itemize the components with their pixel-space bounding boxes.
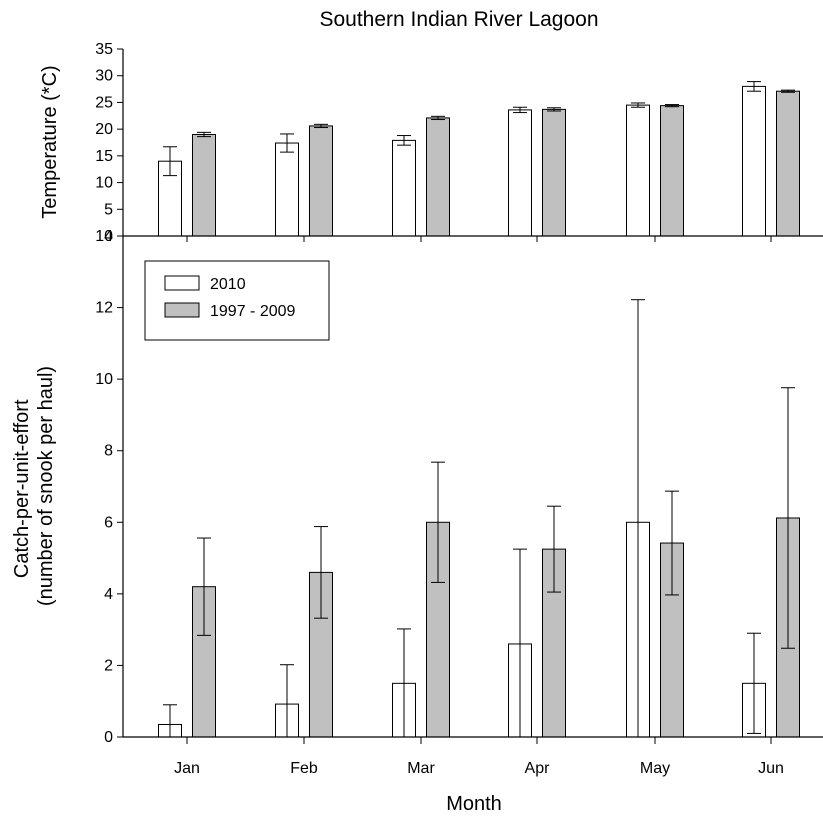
- cpue-y-tick-label: 8: [104, 443, 113, 460]
- cpue-axis-label-line2: (number of snook per haul): [35, 366, 57, 606]
- month-label-mar: Mar: [407, 760, 435, 777]
- month-label-apr: Apr: [525, 760, 551, 777]
- temperature-bar-1997-2009-may: [660, 105, 684, 237]
- cpue-y-tick-label: 4: [104, 586, 113, 603]
- temperature-y-tick-label: 5: [104, 201, 113, 218]
- cpue-bars: [158, 299, 800, 738]
- cpue-panel: Catch-per-unit-effort (number of snook p…: [11, 228, 823, 777]
- month-ticks: Jan Feb Mar Apr May Jun: [174, 236, 784, 777]
- month-label-jan: Jan: [174, 760, 200, 777]
- temperature-bar-2010-may: [626, 104, 650, 237]
- legend-swatch-2010: [164, 275, 200, 291]
- cpue-y-tick-label: 0: [104, 729, 113, 746]
- legend: 2010 1997 - 2009: [144, 260, 330, 341]
- legend-swatch-1997-2009: [164, 302, 200, 318]
- temperature-y-tick-label: 15: [95, 148, 113, 165]
- temperature-bar-2010-mar: [392, 139, 416, 237]
- temperature-bars: [158, 81, 800, 237]
- cpue-y-tick-label: 2: [104, 657, 113, 674]
- cpue-y-tick-label: 12: [95, 300, 113, 317]
- temperature-bar-1997-2009-jan: [192, 133, 216, 237]
- temperature-y-tick-label: 10: [95, 175, 113, 192]
- cpue-y-tick-label: 6: [104, 514, 113, 531]
- temperature-panel: Temperature (*C) 0 5 10 15 20 25 30 35: [39, 41, 800, 245]
- temperature-y-tick-label: 25: [95, 94, 113, 111]
- temperature-y-tick-label: 0: [104, 228, 113, 245]
- chart-title: Southern Indian River Lagoon: [319, 8, 598, 31]
- temperature-axis-label: Temperature (*C): [39, 65, 61, 218]
- cpue-y-tick-label: 14: [95, 228, 113, 245]
- month-label-feb: Feb: [290, 760, 318, 777]
- temperature-bar-2010-feb: [275, 142, 299, 237]
- temperature-bar-1997-2009-mar: [426, 117, 450, 237]
- temperature-y-ticks: 0 5 10 15 20 25 30 35: [95, 41, 123, 245]
- cpue-axis-label-line1: Catch-per-unit-effort: [11, 399, 33, 578]
- month-label-may: May: [640, 760, 670, 777]
- month-label-jun: Jun: [758, 760, 784, 777]
- temperature-y-tick-label: 20: [95, 121, 113, 138]
- cpue-axis-label: Catch-per-unit-effort (number of snook p…: [11, 366, 57, 606]
- temperature-bar-1997-2009-feb: [309, 125, 333, 237]
- temperature-bar-2010-jun: [742, 85, 766, 237]
- temperature-bar-2010-apr: [508, 109, 532, 237]
- temperature-bar-1997-2009-apr: [542, 108, 566, 237]
- cpue-y-tick-label: 10: [95, 371, 113, 388]
- temperature-y-tick-label: 30: [95, 68, 113, 85]
- x-axis-label: Month: [446, 793, 502, 815]
- temperature-bar-1997-2009-jun: [776, 90, 800, 237]
- legend-box: [144, 260, 330, 341]
- temperature-y-tick-label: 35: [95, 41, 113, 58]
- legend-label-1997-2009: 1997 - 2009: [210, 303, 296, 320]
- cpue-y-ticks: 0 2 4 6 8 10 12 14: [95, 228, 123, 746]
- legend-label-2010: 2010: [210, 276, 246, 293]
